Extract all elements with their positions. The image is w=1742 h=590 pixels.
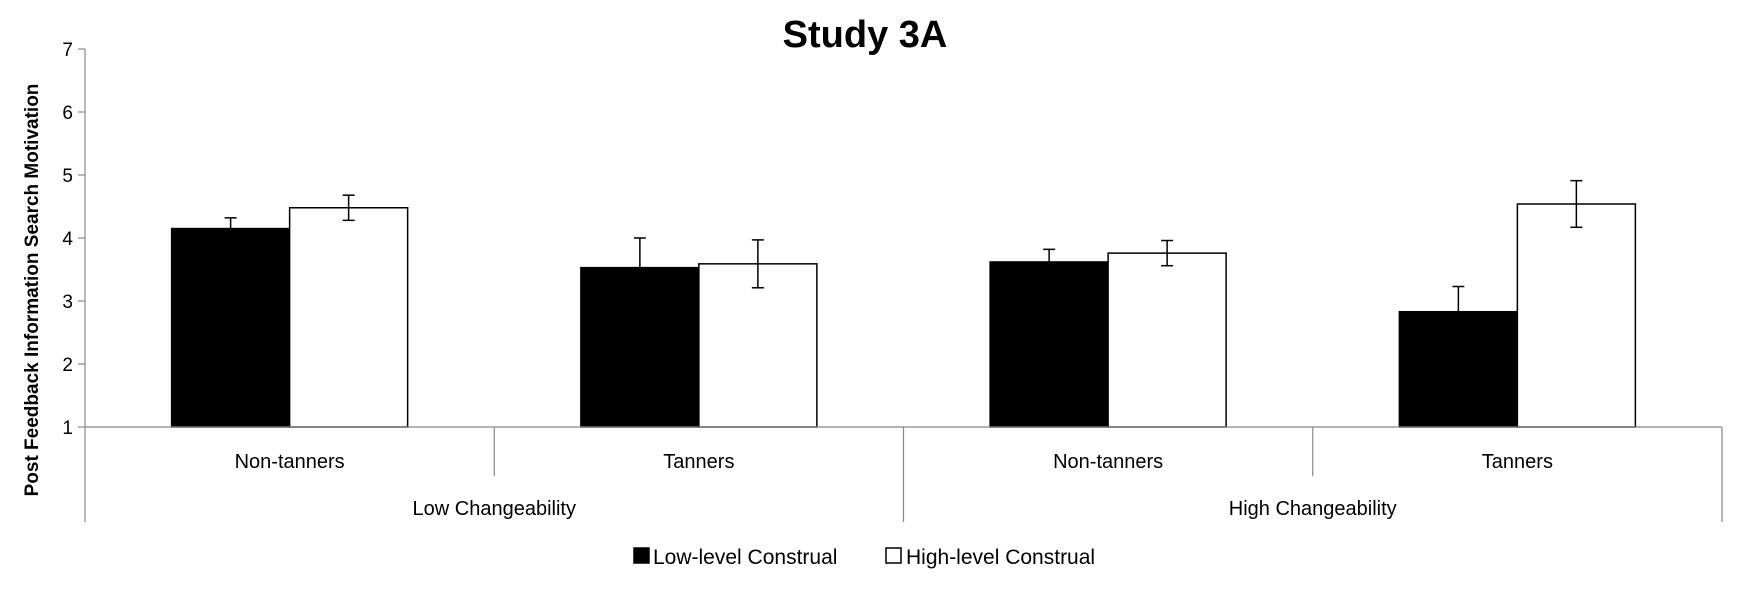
chart-title: Study 3A [783,14,948,56]
legend-swatch-low-level [633,547,650,564]
y-tick-label: 3 [62,292,73,313]
bar-high-level-2 [1107,252,1227,428]
y-tick-label: 5 [62,166,73,187]
y-tick-label: 1 [62,418,73,439]
y-tick-label: 2 [62,355,73,376]
legend-label-high-level: High-level Construal [906,546,1095,569]
y-tick-label: 6 [62,103,73,124]
category-label: Tanners [663,451,734,473]
y-axis-ticks: 1 2 3 4 5 6 7 [62,40,85,439]
error-bars [224,179,1583,338]
legend-swatch-high-level [885,547,902,564]
x-axis-labels: Non-tanners Tanners Non-tanners Tanners Low … [235,451,1553,520]
category-label: Non-tanners [235,451,345,473]
bar-high-level-1 [698,263,818,428]
y-axis-label: Post Feedback Information Search Motivat… [22,84,43,497]
bar-high-level-0 [288,207,409,428]
bar-low-level-2 [989,261,1109,428]
y-tick-label: 4 [62,229,73,250]
bar-marks [170,203,1637,428]
group-label: High Changeability [1229,498,1397,520]
bar-high-level-3 [1516,203,1637,428]
group-label: Low Changeability [413,498,576,520]
axes [84,49,1723,522]
bar-low-level-0 [170,227,291,428]
y-tick-label: 7 [62,40,73,61]
legend: Low-level Construal High-level Construal [633,546,1095,569]
category-label: Non-tanners [1053,451,1163,473]
legend-label-low-level: Low-level Construal [653,546,837,569]
category-label: Tanners [1482,451,1553,473]
